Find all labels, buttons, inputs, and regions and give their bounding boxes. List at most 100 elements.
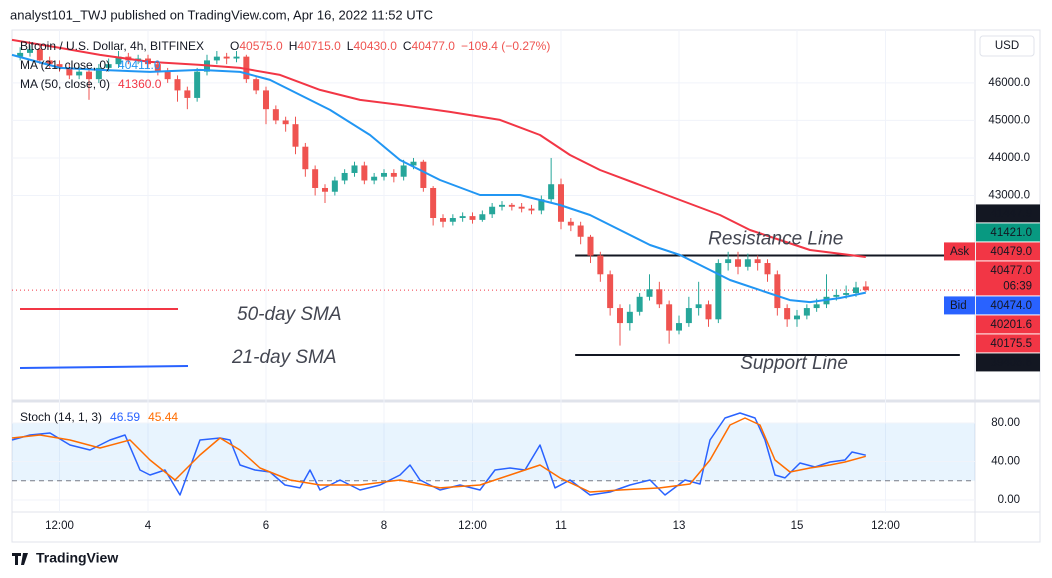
candle-body [518, 206, 525, 209]
candle-body [705, 304, 712, 320]
price-tag-box [944, 242, 975, 261]
candle-body [154, 64, 161, 72]
candle-body [489, 206, 496, 215]
x-tick-label: 12:00 [871, 520, 900, 532]
x-tick-label: 12:00 [458, 520, 487, 532]
candle-body [361, 165, 368, 181]
candle-body [833, 294, 840, 297]
candle-body [803, 308, 810, 316]
price-label: 39405.6 [990, 357, 1032, 369]
candle-body [253, 79, 260, 91]
ohlc-value: 40477.0 [412, 39, 456, 53]
candle-body [675, 323, 682, 331]
annotation: 21-day SMA [231, 347, 337, 368]
candle-body [105, 64, 112, 68]
trend-line-label: Resistance Line [708, 229, 843, 250]
candle-body [36, 49, 43, 61]
x-tick-label: 12:00 [45, 520, 74, 532]
candle-body [85, 71, 92, 80]
candle-body [528, 208, 535, 211]
oscillator-name: Stoch (14, 1, 3) [20, 410, 102, 424]
price-tag: Ask [950, 246, 969, 258]
ohlc-value: 40575.0 [239, 39, 283, 53]
candle-body [400, 165, 407, 177]
candle-body [666, 304, 673, 331]
candle-body [194, 71, 201, 98]
price-label: 40201.6 [990, 319, 1032, 331]
candle-body [223, 56, 230, 59]
overlay-legend: MA (21, close, 0) 40411.0 [20, 58, 161, 72]
ohlc-key: O [230, 39, 239, 53]
y-tick-label: 46000.0 [988, 77, 1030, 89]
price-label-box [976, 223, 1040, 242]
candle-body [636, 296, 643, 312]
candle-body [76, 71, 83, 76]
x-tick-label: 11 [555, 520, 567, 532]
countdown: 06:39 [1003, 280, 1032, 292]
candle-body [784, 308, 791, 320]
candle-body [587, 236, 594, 256]
candle-body [439, 218, 446, 222]
candle-body [754, 259, 761, 264]
candle-body [430, 187, 437, 219]
candle-body [862, 286, 869, 291]
change: −109.4 (−0.27%) [461, 39, 550, 53]
candle-body [725, 259, 732, 264]
oscillator-legend: Stoch (14, 1, 3) 46.59 45.44 [20, 410, 178, 424]
candle-body [538, 199, 545, 211]
candle-body [262, 90, 269, 110]
candle-body [56, 64, 63, 68]
candle-body [597, 255, 604, 275]
candle-body [26, 49, 33, 53]
legend-sample-line [19, 365, 189, 369]
candle-body [557, 184, 564, 222]
candle-body [95, 67, 102, 80]
moving-average [11, 38, 866, 258]
candle-body [715, 263, 722, 320]
price-label-box [976, 315, 1040, 334]
overlay-value: 40411.0 [118, 58, 161, 72]
overlay-name: MA (21, close, 0) [20, 58, 110, 72]
candle-body [685, 308, 692, 324]
overlay-name: MA (50, close, 0) [20, 77, 110, 91]
candle-body [479, 214, 486, 220]
candle-body [764, 263, 771, 275]
candle-body [774, 274, 781, 309]
price-label: 40474.0 [990, 300, 1032, 312]
candle-body [302, 146, 309, 170]
price-label: 41447.9 [990, 208, 1032, 220]
x-tick-label: 8 [381, 520, 387, 532]
overlay-layer: 50-day SMA 21-day SMA Resistance Line Sup… [19, 229, 848, 374]
symbol: Bitcoin / U.S. Dollar, 4h, BITFINEX [20, 39, 204, 53]
candle-body [734, 259, 741, 267]
candle-body [459, 216, 466, 219]
legend: Bitcoin / U.S. Dollar, 4h, BITFINEX O405… [20, 39, 550, 424]
ohlc-key: H [289, 39, 298, 53]
candle-body [607, 274, 614, 309]
candle-body [793, 315, 800, 320]
candle-body [813, 304, 820, 309]
candle-body [616, 308, 623, 324]
price-label-box [976, 296, 1040, 315]
brand-logo: TradingView [12, 550, 118, 566]
currency[interactable]: USD [995, 40, 1019, 52]
candle-body [695, 304, 702, 309]
candle-body [272, 109, 279, 121]
oscillator-line [11, 417, 866, 493]
currency-button[interactable] [979, 35, 1035, 57]
moving-average [11, 53, 867, 304]
candle-body [449, 218, 456, 222]
oscillator-value: 45.44 [148, 410, 178, 424]
ohlc-value: 40715.0 [297, 39, 341, 53]
price-label-box [976, 204, 1040, 223]
ohlc-value: 40430.0 [353, 39, 397, 53]
candle-body [331, 180, 338, 192]
price-label-box [976, 334, 1040, 353]
brand: TradingView [36, 550, 118, 566]
price-label: 40477.0 [990, 265, 1032, 277]
candle-body [744, 259, 751, 267]
candle-body [469, 216, 476, 220]
candle-body [282, 120, 289, 125]
